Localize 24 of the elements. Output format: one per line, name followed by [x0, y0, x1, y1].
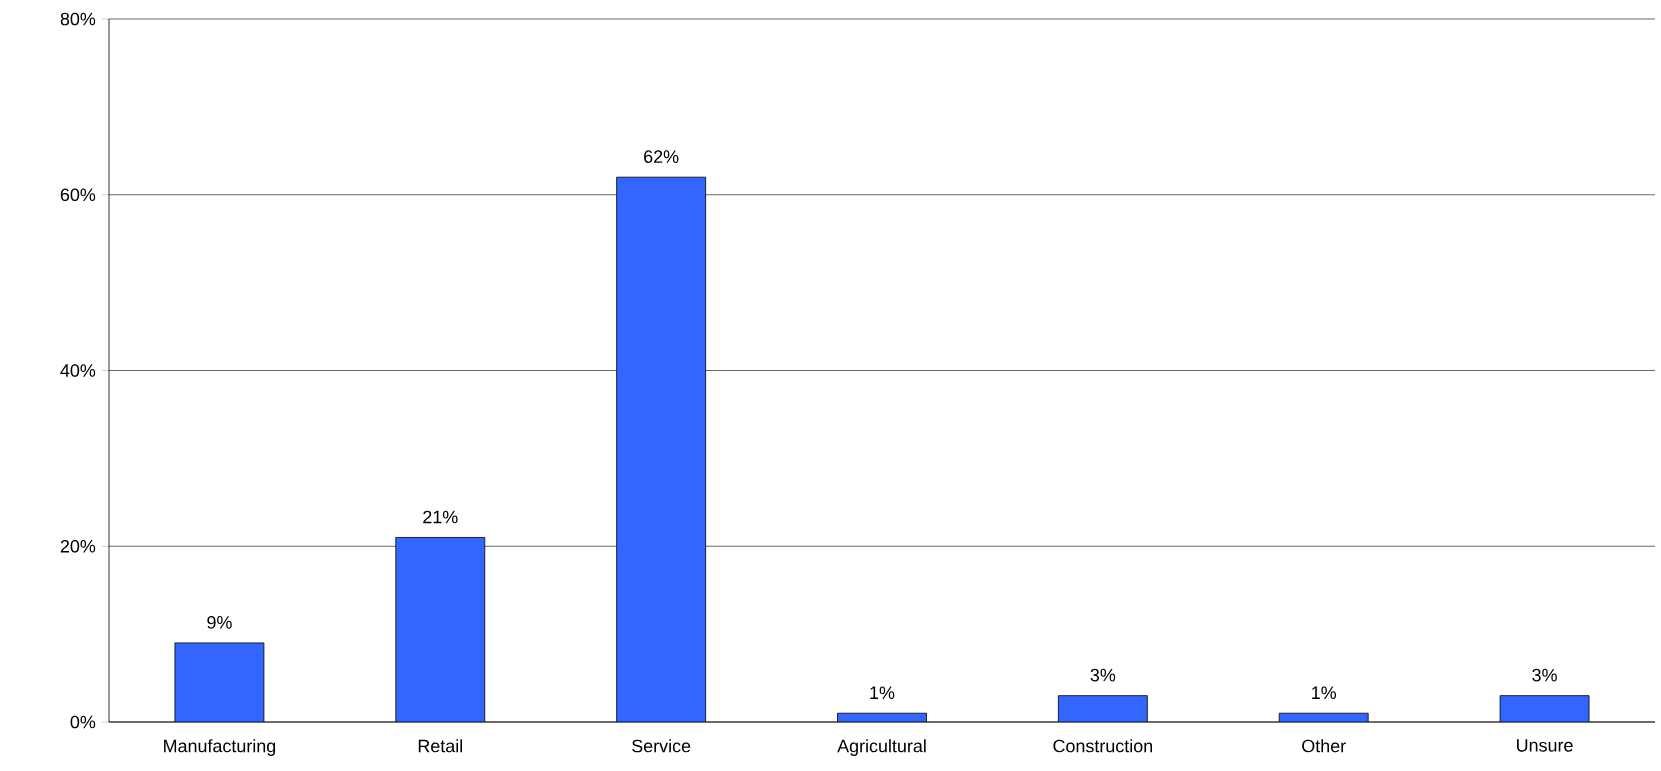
- y-tick-label: 20%: [60, 539, 96, 553]
- data-label: 3%: [1532, 668, 1557, 682]
- x-tick-label: Unsure: [1517, 739, 1573, 752]
- bar: [174, 642, 264, 722]
- x-tick-label: Service: [632, 739, 691, 753]
- data-label: 3%: [1090, 668, 1116, 682]
- data-label: 62%: [644, 150, 679, 163]
- bar: [395, 537, 485, 722]
- bar: [616, 177, 706, 722]
- y-tick-label: 40%: [60, 364, 96, 377]
- y-tick-label: 60%: [60, 188, 96, 202]
- x-tick-label: Manufacturing: [164, 739, 276, 756]
- x-tick-label: Other: [1302, 739, 1346, 753]
- x-tick-label: Construction: [1053, 739, 1153, 753]
- y-tick-label: 80%: [60, 12, 96, 26]
- bar: [1499, 695, 1590, 722]
- y-tick-label: 0%: [70, 715, 96, 729]
- data-label: 1%: [870, 686, 895, 700]
- x-tick-label: Agricultural: [837, 739, 926, 756]
- bar: [1058, 695, 1148, 722]
- data-label: 21%: [423, 510, 458, 524]
- x-tick-label: Retail: [418, 739, 462, 753]
- data-label: 1%: [1312, 686, 1337, 700]
- data-label: 9%: [207, 616, 232, 629]
